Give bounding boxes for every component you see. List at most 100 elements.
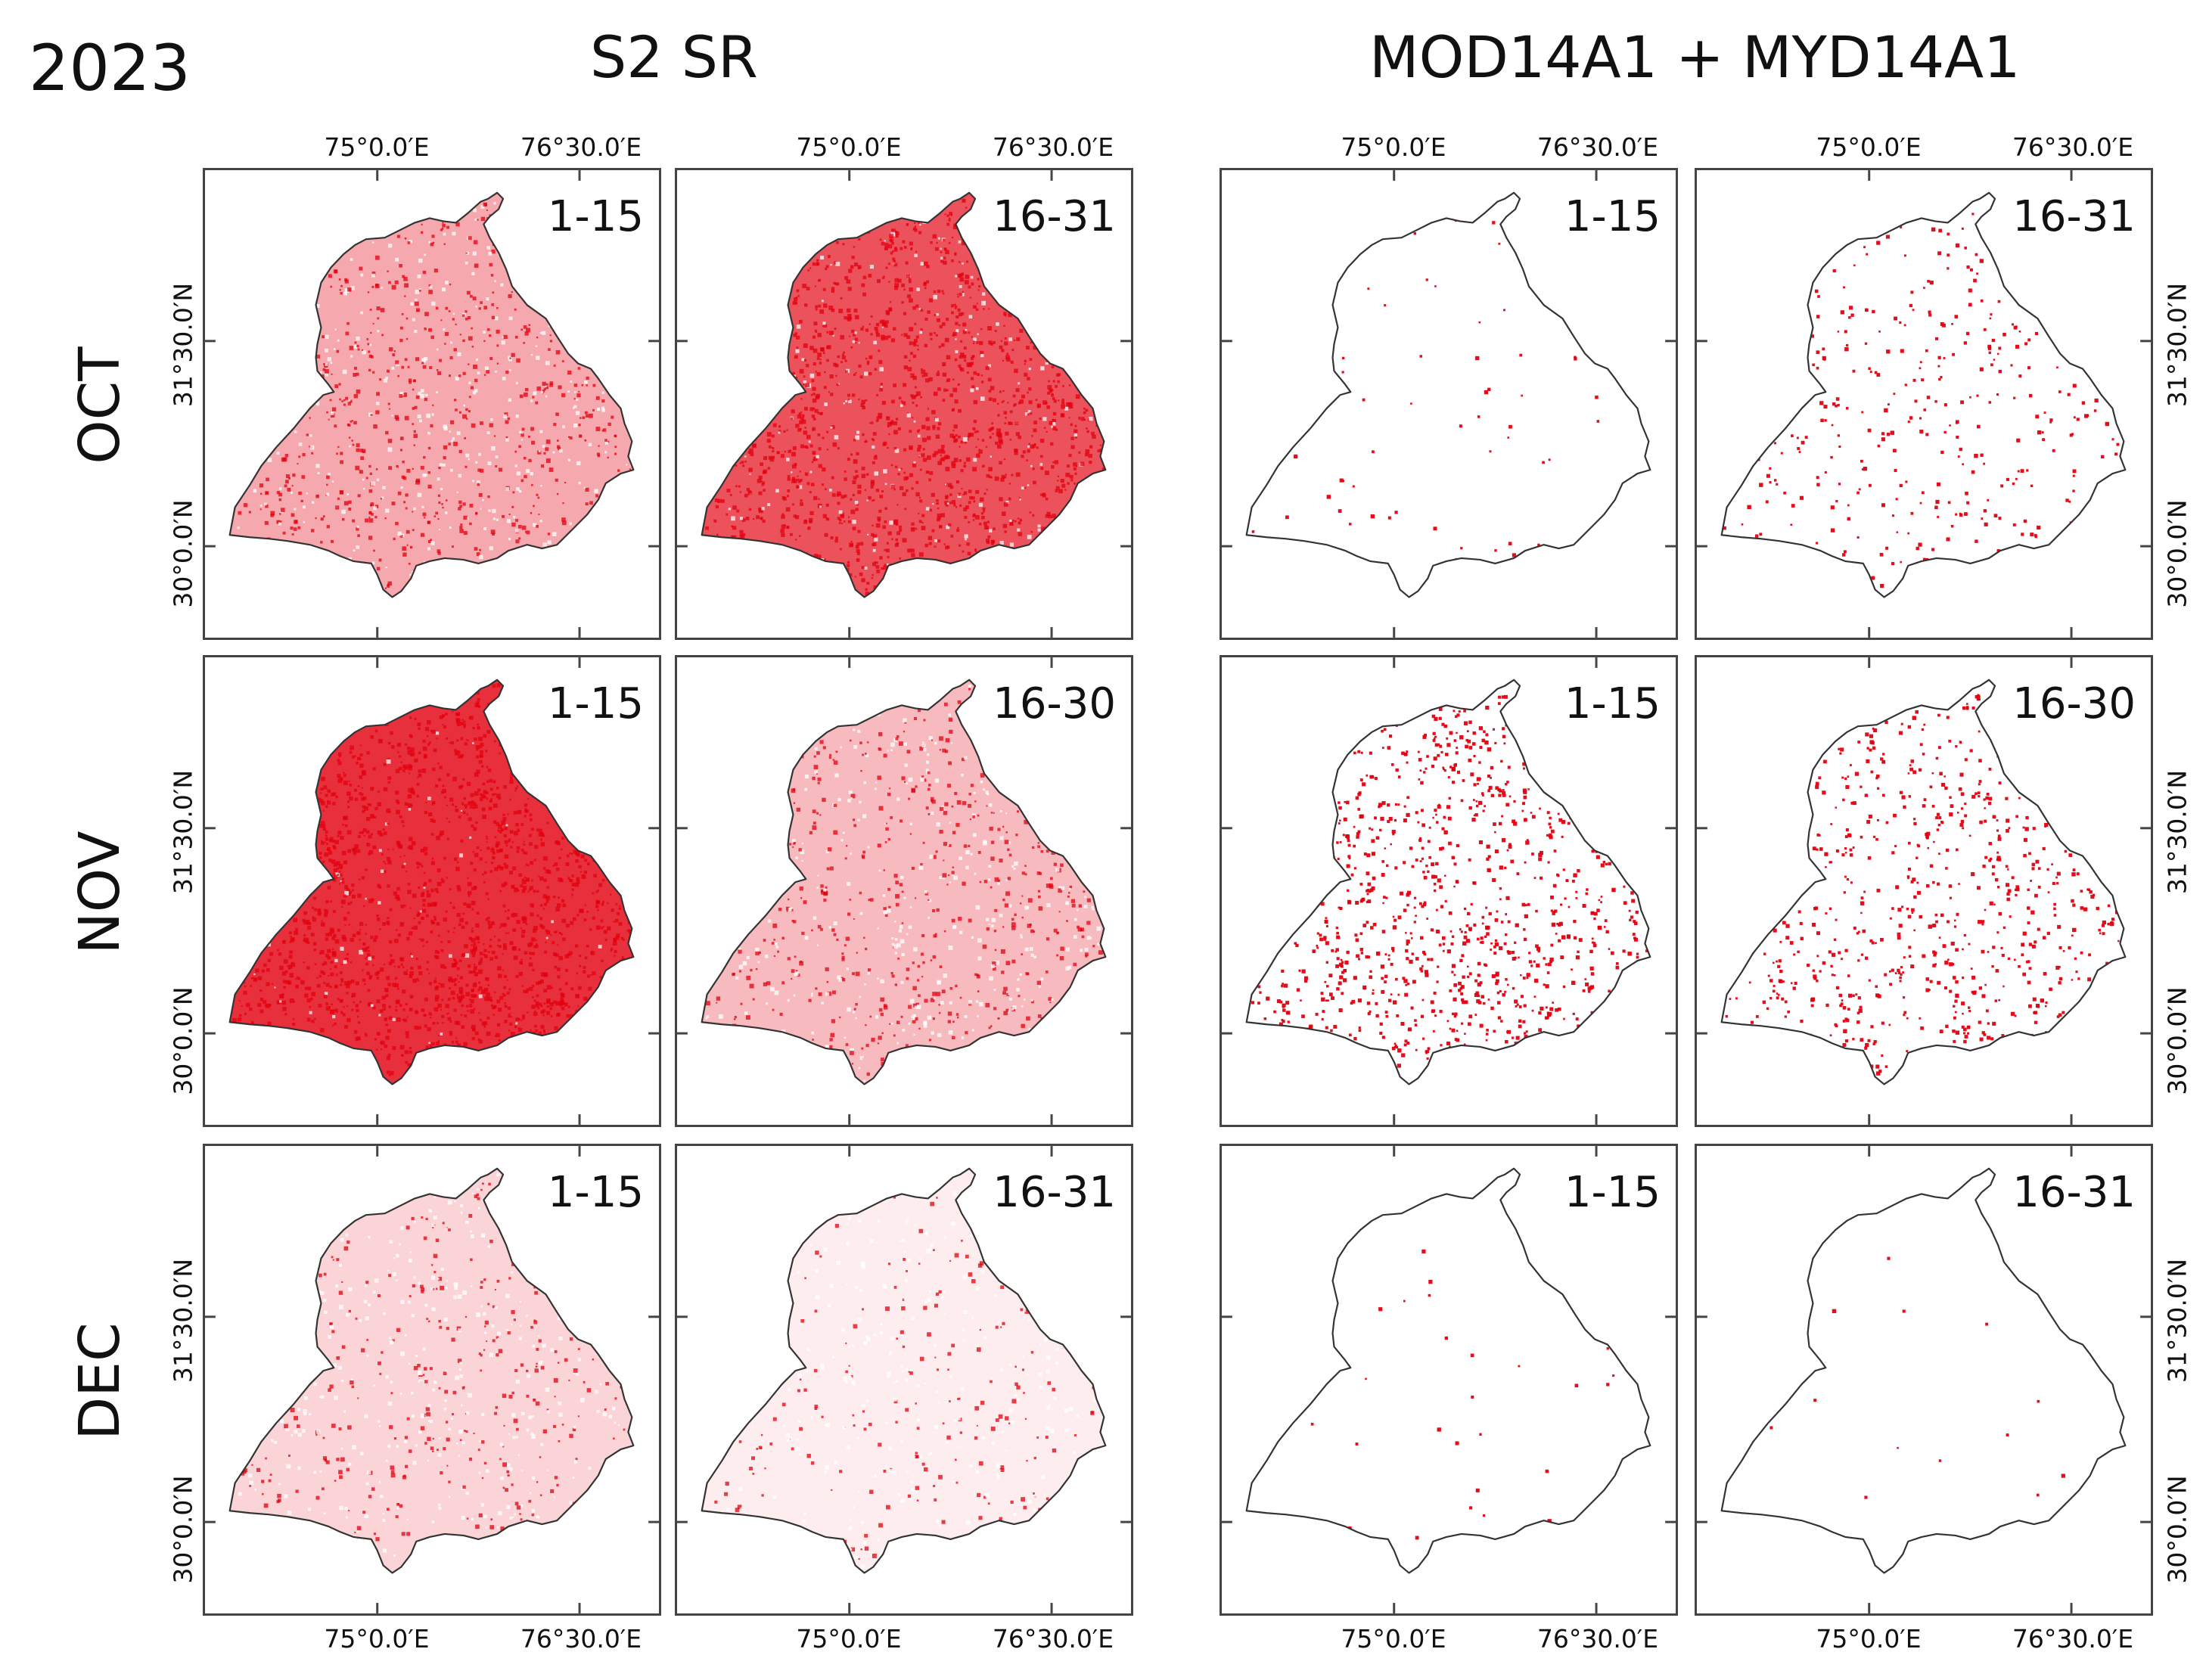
burn-pixel (530, 427, 535, 431)
burn-pixel (520, 927, 523, 930)
burn-pixel (306, 966, 310, 970)
burn-pixel (349, 445, 351, 448)
burn-pixel (951, 236, 954, 238)
burn-pixel (354, 844, 359, 849)
burn-pixel (976, 430, 979, 433)
burn-pixel (1019, 328, 1024, 334)
burn-pixel (907, 294, 912, 299)
burn-pixel (1030, 929, 1034, 933)
burn-pixel (368, 464, 371, 468)
burn-pixel (368, 536, 373, 540)
burn-pixel (1078, 418, 1080, 420)
burn-pixel (1028, 1028, 1031, 1031)
burn-pixel (978, 284, 981, 288)
burn-pixel (505, 420, 509, 424)
burn-pixel (992, 961, 996, 966)
burn-pixel (493, 780, 496, 783)
burn-pixel (924, 998, 928, 1003)
burn-pixel (1046, 405, 1051, 409)
burn-pixel (475, 936, 480, 941)
burn-pixel (972, 355, 975, 358)
burn-pixel (475, 923, 480, 928)
burn-pixel (427, 446, 431, 450)
burn-pixel (852, 393, 856, 397)
burn-pixel (1011, 349, 1014, 352)
burn-pixel (462, 912, 465, 915)
burn-pixel (832, 334, 834, 337)
burn-pixel (1067, 965, 1072, 970)
burn-pixel (374, 815, 377, 818)
burn-pixel (326, 475, 330, 480)
burn-pixel (583, 966, 586, 969)
burn-pixel (370, 936, 374, 939)
burn-pixel (521, 985, 524, 987)
burn-pixel (939, 749, 942, 751)
burn-pixel (458, 815, 461, 819)
burn-pixel (493, 740, 496, 743)
burn-pixel (287, 965, 289, 967)
burn-pixel (915, 335, 919, 339)
burn-pixel (781, 514, 785, 519)
burn-pixel (853, 824, 857, 828)
burn-pixel (981, 300, 986, 306)
burn-pixel (986, 793, 990, 796)
burn-pixel (320, 922, 325, 927)
burn-pixel (374, 1038, 378, 1041)
state-boundary (1720, 191, 2127, 598)
burn-pixel (347, 287, 352, 292)
burn-pixel (1085, 452, 1089, 457)
burn-pixel (1008, 997, 1012, 1001)
burn-pixel (794, 971, 799, 977)
burn-pixel (1078, 904, 1082, 908)
burn-pixel (1073, 429, 1078, 433)
burn-pixel (387, 860, 392, 865)
burn-pixel (468, 381, 471, 384)
burn-pixel (452, 906, 455, 909)
burn-pixel (509, 779, 514, 784)
burn-pixel (999, 540, 1004, 545)
burn-pixel (844, 359, 847, 362)
burn-pixel (520, 848, 524, 852)
burn-pixel (819, 359, 822, 361)
burn-pixel (951, 500, 956, 505)
burn-pixel (409, 1047, 412, 1050)
burn-pixel (949, 217, 951, 220)
burn-pixel (486, 1016, 490, 1020)
burn-pixel (789, 843, 792, 846)
burn-pixel (508, 316, 513, 321)
burn-pixel (918, 552, 924, 557)
burn-pixel (575, 851, 580, 856)
burn-pixel (397, 965, 401, 969)
burn-pixel (472, 480, 474, 483)
burn-pixel (832, 990, 836, 995)
burn-pixel (486, 297, 489, 301)
burn-pixel (937, 427, 940, 430)
burn-pixel (472, 390, 477, 395)
burn-pixel (505, 370, 509, 374)
burn-pixel (470, 1009, 475, 1014)
burn-pixel (914, 1005, 918, 1009)
burn-pixel (472, 742, 474, 744)
burn-pixel (504, 412, 508, 417)
burn-pixel (1919, 429, 1924, 434)
burn-pixel (341, 517, 345, 521)
burn-pixel (480, 750, 483, 754)
burn-pixel (813, 495, 818, 501)
burn-pixel (511, 884, 514, 888)
burn-pixel (346, 992, 349, 995)
burn-pixel (492, 684, 496, 688)
burn-pixel (621, 956, 624, 958)
burn-pixel (337, 497, 340, 500)
burn-pixel (492, 1014, 495, 1016)
burn-pixel (925, 378, 930, 383)
burn-pixel (391, 366, 395, 370)
burn-pixel (486, 977, 489, 981)
burn-pixel (263, 502, 267, 506)
burn-pixel (934, 741, 937, 745)
burn-pixel (781, 524, 786, 529)
burn-pixel (942, 322, 946, 326)
burn-pixel (1074, 472, 1077, 475)
burn-pixel (864, 983, 866, 986)
burn-pixel (962, 704, 966, 709)
burn-pixel (935, 334, 938, 337)
